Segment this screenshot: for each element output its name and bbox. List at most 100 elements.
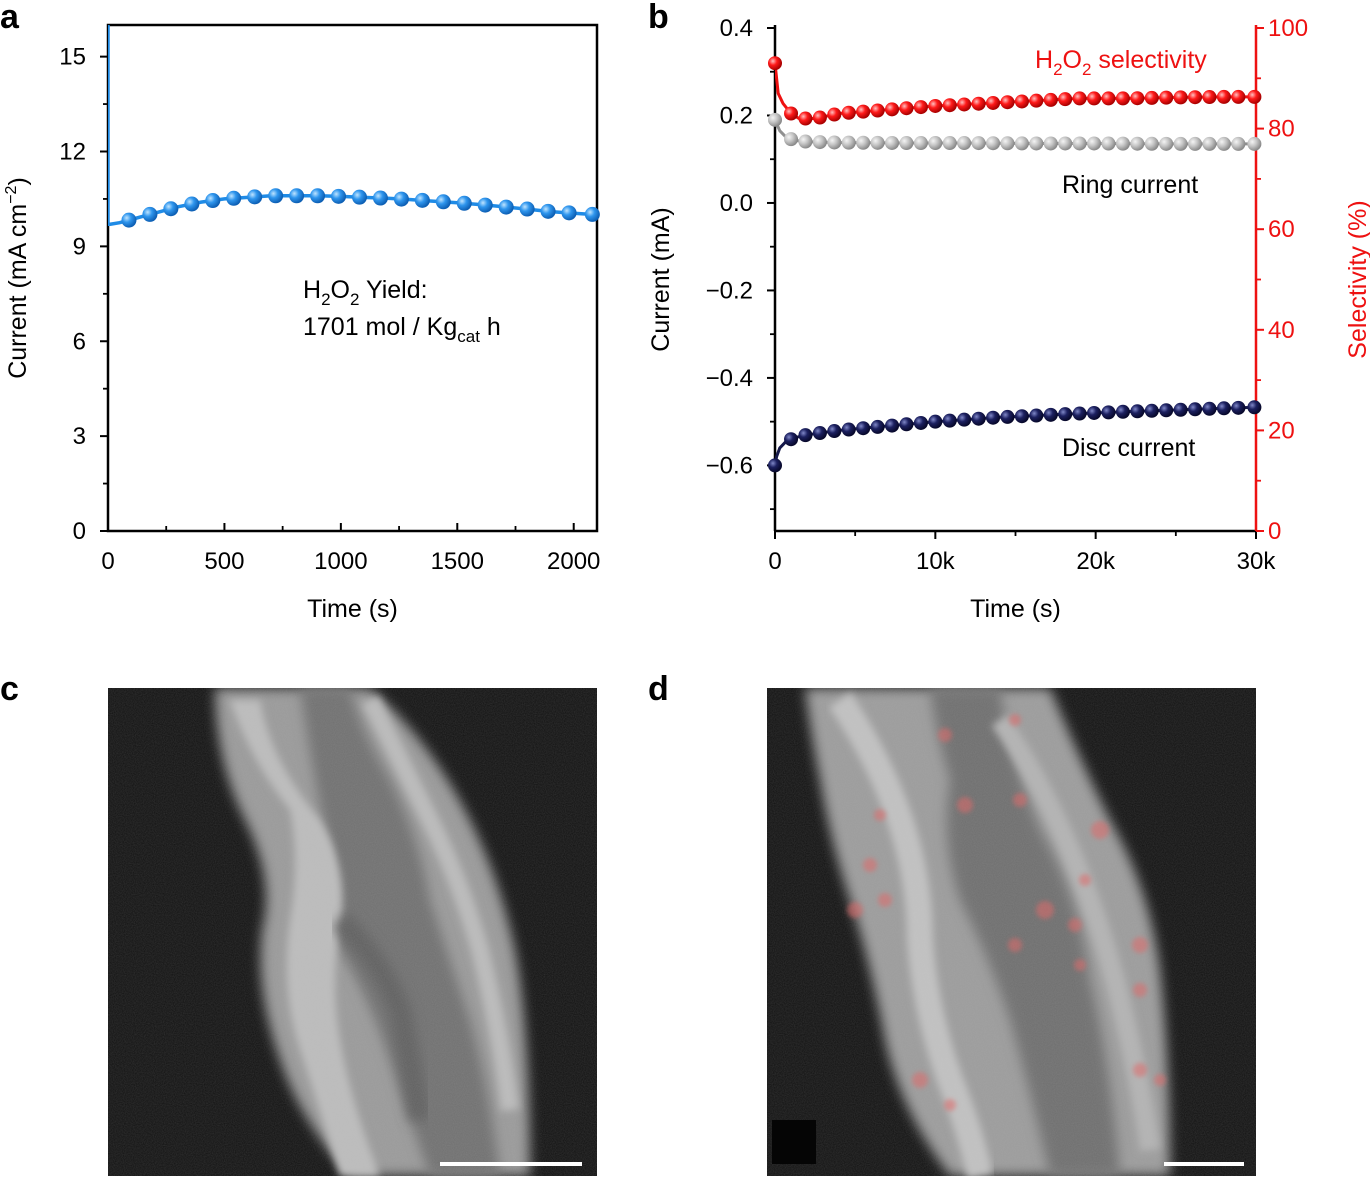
data-point-h2o2-selectivity bbox=[798, 111, 813, 126]
series-label-ring: Ring current bbox=[1062, 171, 1198, 199]
data-point-ring-current bbox=[1029, 136, 1044, 151]
series-label-disc: Disc current bbox=[1062, 434, 1195, 462]
data-point-disc-current bbox=[913, 415, 928, 430]
x-tick-label-a: 1500 bbox=[431, 548, 484, 575]
data-point-ring-current bbox=[928, 136, 943, 151]
data-point-ring-current bbox=[1072, 136, 1087, 151]
data-point-ring-current bbox=[1043, 136, 1058, 151]
series-label-selectivity-H: H bbox=[1035, 46, 1053, 74]
data-point-current bbox=[142, 206, 158, 222]
y-tick-label-b: −0.4 bbox=[706, 365, 753, 392]
data-point-ring-current bbox=[1115, 136, 1130, 151]
data-point-ring-current bbox=[1144, 136, 1159, 151]
annotation-yield-line1: H2O2 Yield: bbox=[303, 276, 428, 309]
data-point-current bbox=[351, 189, 367, 205]
data-point-current bbox=[584, 206, 600, 222]
data-point-h2o2-selectivity bbox=[899, 101, 914, 116]
y2-axis-title-b: Selectivity (%) bbox=[1344, 200, 1370, 358]
data-point-h2o2-selectivity bbox=[885, 102, 900, 117]
data-point-h2o2-selectivity bbox=[1014, 94, 1029, 109]
data-point-h2o2-selectivity bbox=[856, 104, 871, 119]
data-point-h2o2-selectivity bbox=[1130, 91, 1145, 106]
data-point-disc-current bbox=[1043, 407, 1058, 422]
data-point-disc-current bbox=[768, 458, 782, 473]
data-point-disc-current bbox=[942, 413, 957, 428]
data-point-h2o2-selectivity bbox=[784, 106, 799, 121]
data-point-disc-current bbox=[798, 428, 813, 443]
data-point-ring-current bbox=[1202, 136, 1217, 151]
data-point-ring-current bbox=[1173, 136, 1188, 151]
data-point-h2o2-selectivity bbox=[1188, 90, 1203, 105]
x-axis-title-b: Time (s) bbox=[970, 595, 1061, 623]
data-point-h2o2-selectivity bbox=[1101, 91, 1116, 106]
data-point-current bbox=[163, 201, 179, 217]
data-point-current bbox=[456, 195, 472, 211]
y-tick-label-a: 3 bbox=[73, 423, 86, 450]
data-point-ring-current bbox=[986, 136, 1001, 151]
data-point-disc-current bbox=[1014, 409, 1029, 424]
inset-box bbox=[772, 1120, 816, 1164]
y2-tick-label-b: 40 bbox=[1268, 317, 1295, 344]
data-point-ring-current bbox=[1087, 136, 1102, 151]
data-point-h2o2-selectivity bbox=[768, 56, 782, 71]
y-tick-label-b: 0.2 bbox=[720, 102, 753, 129]
data-point-disc-current bbox=[1159, 403, 1174, 418]
element-map-dots bbox=[847, 714, 1166, 1111]
data-point-h2o2-selectivity bbox=[812, 110, 827, 125]
y-tick-label-b: −0.6 bbox=[706, 452, 753, 479]
data-point-disc-current bbox=[841, 422, 856, 437]
y-tick-label-a: 9 bbox=[73, 233, 86, 260]
data-point-disc-current bbox=[1072, 406, 1087, 421]
data-point-disc-current bbox=[1202, 401, 1217, 416]
series-label-selectivity-word: selectivity bbox=[1091, 46, 1207, 74]
data-point-current bbox=[372, 190, 388, 206]
annotation-yield-line2: 1701 mol / Kgcat h bbox=[303, 313, 501, 346]
data-point-h2o2-selectivity bbox=[942, 98, 957, 113]
y-axis-title-a-main: Current (mA cm bbox=[4, 204, 32, 379]
data-point-disc-current bbox=[971, 411, 986, 426]
data-point-h2o2-selectivity bbox=[1072, 91, 1087, 106]
data-point-disc-current bbox=[856, 421, 871, 436]
data-point-current bbox=[435, 194, 451, 210]
y-axis-title-a-sup: −2 bbox=[3, 185, 20, 203]
data-point-ring-current bbox=[971, 136, 986, 151]
data-point-h2o2-selectivity bbox=[1216, 89, 1231, 104]
y-axis-title-b: Current (mA) bbox=[647, 207, 675, 351]
y2-tick-label-b: 20 bbox=[1268, 417, 1295, 444]
series-label-selectivity: H2O2 selectivity bbox=[1035, 46, 1207, 79]
annotation-yield-h: h bbox=[480, 313, 501, 341]
panel-label-b: b bbox=[648, 0, 669, 36]
y-axis-title-a: Current (mA cm−2) bbox=[3, 177, 32, 379]
x-tick-label-b: 20k bbox=[1076, 548, 1116, 575]
data-point-disc-current bbox=[870, 419, 885, 434]
annotation-yield-sub1: 2 bbox=[321, 290, 330, 309]
data-point-disc-current bbox=[1173, 402, 1188, 417]
annotation-yield-value: 1701 mol / Kg bbox=[303, 313, 457, 341]
data-point-ring-current bbox=[899, 136, 914, 151]
data-point-current bbox=[519, 201, 535, 217]
data-point-h2o2-selectivity bbox=[1247, 89, 1262, 104]
x-tick-label-b: 10k bbox=[916, 548, 956, 575]
data-point-h2o2-selectivity bbox=[1231, 89, 1246, 104]
data-point-ring-current bbox=[1058, 136, 1073, 151]
data-point-disc-current bbox=[957, 412, 972, 427]
micrograph-d bbox=[767, 688, 1256, 1176]
y-axis-title-a-close: ) bbox=[4, 177, 32, 185]
panel-label-d: d bbox=[648, 670, 669, 708]
annotation-yield-cat: cat bbox=[457, 327, 480, 346]
data-point-disc-current bbox=[899, 417, 914, 432]
data-point-ring-current bbox=[1130, 136, 1145, 151]
data-point-ring-current bbox=[798, 134, 813, 149]
y2-tick-label-b: 0 bbox=[1268, 518, 1281, 545]
y2-tick-label-b: 80 bbox=[1268, 116, 1295, 143]
data-point-h2o2-selectivity bbox=[1087, 91, 1102, 106]
data-point-h2o2-selectivity bbox=[870, 103, 885, 118]
x-tick-label-a: 500 bbox=[204, 548, 244, 575]
data-point-h2o2-selectivity bbox=[1202, 90, 1217, 105]
y-tick-label-a: 12 bbox=[59, 139, 86, 166]
data-point-current bbox=[247, 189, 263, 205]
series-label-selectivity-sub1: 2 bbox=[1053, 60, 1062, 79]
data-point-ring-current bbox=[1247, 136, 1262, 151]
data-point-current bbox=[393, 191, 409, 207]
data-point-disc-current bbox=[784, 432, 799, 447]
